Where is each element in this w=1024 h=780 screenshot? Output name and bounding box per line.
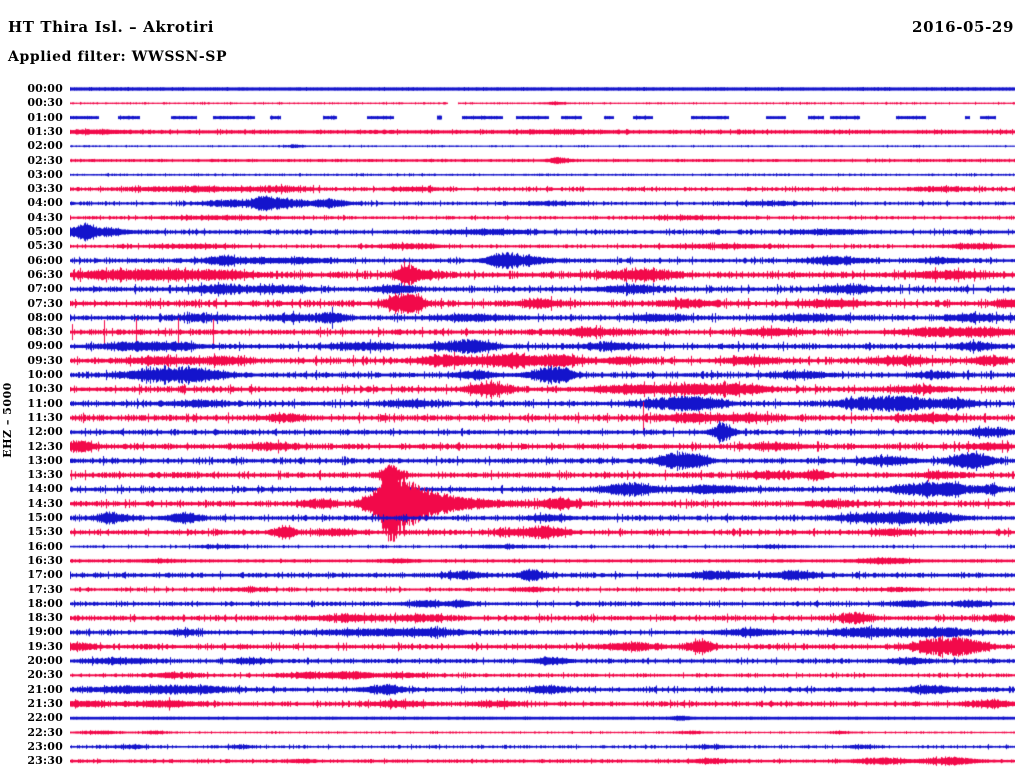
time-label: 23:00 <box>27 739 63 753</box>
time-label: 19:30 <box>27 639 63 653</box>
station-title: HT Thira Isl. – Akrotiri <box>8 18 215 36</box>
time-label: 15:00 <box>27 511 63 524</box>
time-label: 12:30 <box>27 439 63 453</box>
time-label: 08:30 <box>27 325 63 339</box>
time-label: 06:30 <box>27 267 63 281</box>
time-label: 14:00 <box>27 482 63 496</box>
time-label: 05:30 <box>27 239 63 253</box>
time-label: 21:00 <box>27 682 63 696</box>
time-label: 13:00 <box>27 453 63 467</box>
time-label: 21:30 <box>27 696 63 710</box>
time-label: 13:30 <box>27 468 63 482</box>
time-label: 22:30 <box>27 725 63 739</box>
time-label: 12:00 <box>27 425 63 439</box>
time-label: 16:30 <box>27 553 63 567</box>
time-label: 10:00 <box>27 368 63 381</box>
time-label: 17:00 <box>27 568 63 582</box>
time-label: 01:30 <box>27 124 63 138</box>
time-label: 08:00 <box>27 310 63 324</box>
record-date: 2016-05-29 <box>912 18 1014 36</box>
time-label: 14:30 <box>27 496 63 510</box>
time-label: 05:00 <box>27 225 63 238</box>
time-label: 07:00 <box>27 282 63 296</box>
time-label: 02:00 <box>27 139 63 153</box>
time-label: 18:00 <box>27 596 63 610</box>
time-label: 00:30 <box>27 96 63 110</box>
time-label: 07:30 <box>27 296 63 310</box>
time-label: 00:00 <box>27 82 63 95</box>
time-label: 20:00 <box>27 654 63 667</box>
time-label: 16:00 <box>27 539 63 553</box>
time-label: 17:30 <box>27 582 63 596</box>
time-label: 22:00 <box>27 711 63 725</box>
time-label: 10:30 <box>27 382 63 396</box>
filter-label: Applied filter: WWSSN-SP <box>8 49 228 65</box>
time-label: 01:00 <box>27 110 63 124</box>
time-label: 18:30 <box>27 611 63 625</box>
time-label: 09:00 <box>27 339 63 353</box>
time-label: 19:00 <box>27 625 63 639</box>
time-label: 11:30 <box>27 410 63 424</box>
time-label: 15:30 <box>27 525 63 539</box>
time-label: 02:30 <box>27 153 63 167</box>
time-label: 11:00 <box>27 396 63 410</box>
time-label: 03:00 <box>27 167 63 181</box>
helicorder-traces <box>70 78 1015 778</box>
time-label: 20:30 <box>27 668 63 682</box>
time-label: 03:30 <box>27 182 63 196</box>
time-label: 23:30 <box>27 754 63 768</box>
time-label: 09:30 <box>27 353 63 367</box>
time-label: 04:30 <box>27 210 63 224</box>
time-label: 06:00 <box>27 253 63 267</box>
time-label: 04:00 <box>27 196 63 210</box>
